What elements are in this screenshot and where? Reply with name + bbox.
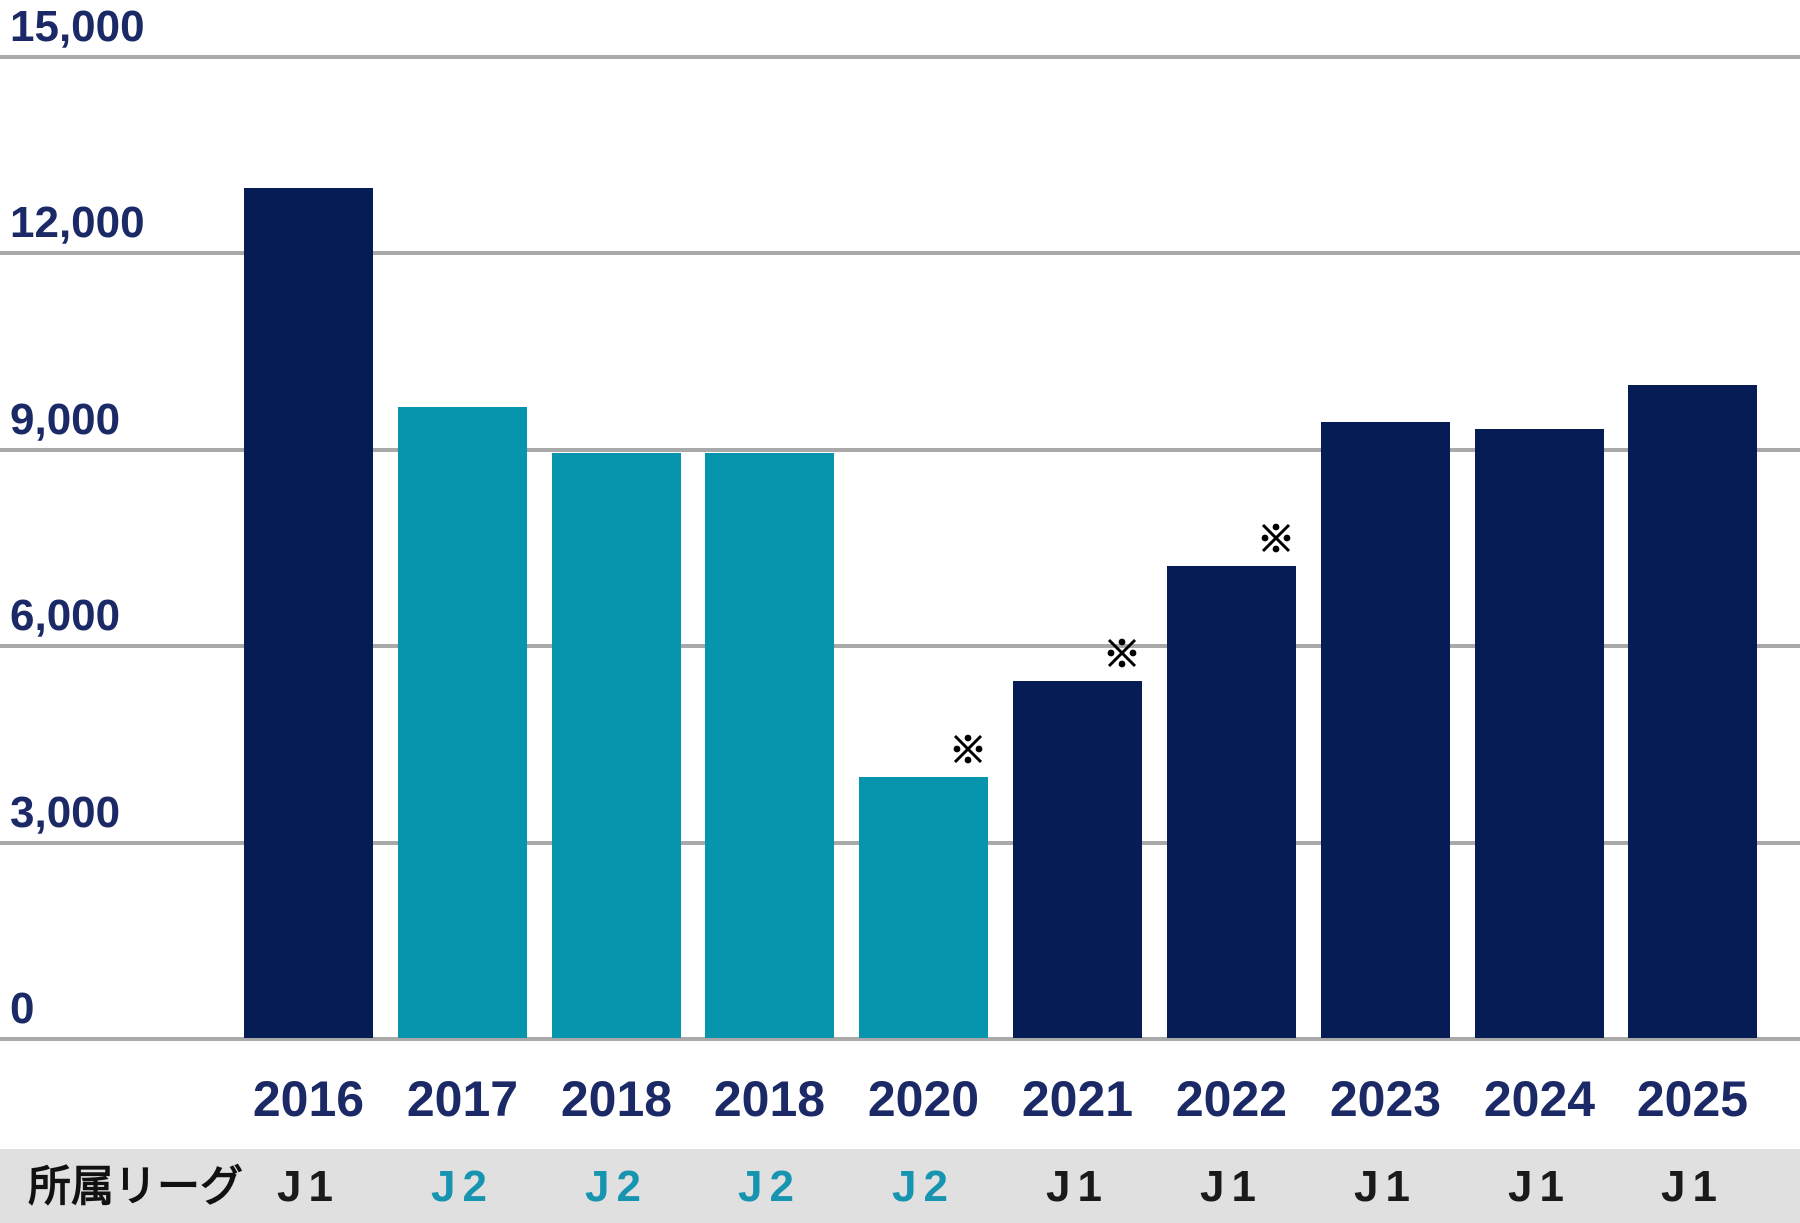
x-axis-label: 2017 (406, 1071, 519, 1127)
x-axis-label: 2020 (867, 1071, 980, 1127)
gridline-15000 (0, 55, 1800, 59)
league-value: J2 (738, 1162, 801, 1211)
reference-mark-icon (1107, 638, 1137, 668)
x-axis-label: 2018 (713, 1071, 826, 1127)
x-axis-label: 2025 (1636, 1071, 1749, 1127)
x-axis-label: 2022 (1175, 1071, 1288, 1127)
y-axis-tick: 3,000 (10, 788, 121, 837)
x-axis-label: 2023 (1329, 1071, 1442, 1127)
league-band-label: 所属リーグ (28, 1163, 243, 1211)
league-value: J2 (431, 1162, 494, 1211)
x-axis-label: 2018 (560, 1071, 673, 1127)
bar (1167, 566, 1296, 1038)
reference-mark-icon (953, 734, 983, 764)
bar (1475, 429, 1604, 1038)
y-axis-tick: 6,000 (10, 591, 121, 640)
gridline-9000 (0, 448, 1800, 452)
league-value: J1 (1354, 1162, 1417, 1211)
league-value: J1 (1046, 1162, 1109, 1211)
gridline-0 (0, 1037, 1800, 1041)
league-value: J2 (585, 1162, 648, 1211)
league-value: J2 (892, 1162, 955, 1211)
league-value: J1 (1661, 1162, 1724, 1211)
league-value: J1 (1508, 1162, 1571, 1211)
x-axis-label: 2024 (1483, 1071, 1596, 1127)
y-axis-tick: 9,000 (10, 395, 121, 444)
bar-slot: 2025 J1 (1628, 0, 1757, 1223)
bar-slot: 2016 J1 (244, 0, 373, 1223)
bar-slot: 2023 J1 (1321, 0, 1450, 1223)
y-axis-tick: 15,000 (10, 2, 145, 51)
bar-slot: 2018 J2 (705, 0, 834, 1223)
y-axis-tick: 0 (10, 984, 35, 1033)
bar-slot: 2022 J1 (1167, 0, 1296, 1223)
league-value: J1 (277, 1162, 340, 1211)
x-axis-label: 2021 (1021, 1071, 1134, 1127)
y-axis-tick: 12,000 (10, 198, 145, 247)
gridline-12000 (0, 251, 1800, 255)
reference-mark-icon (1261, 523, 1291, 553)
bar (398, 407, 527, 1038)
bar-slot: 2021 J1 (1013, 0, 1142, 1223)
bar-slot: 2024 J1 (1475, 0, 1604, 1223)
league-value: J1 (1200, 1162, 1263, 1211)
bar-slot: 2020 J2 (859, 0, 988, 1223)
gridline-6000 (0, 644, 1800, 648)
bar (1321, 422, 1450, 1038)
x-axis-label: 2016 (252, 1071, 365, 1127)
bar-slot: 2018 J2 (552, 0, 681, 1223)
bar (705, 453, 834, 1038)
bar (859, 777, 988, 1038)
bar (244, 188, 373, 1038)
bar (552, 453, 681, 1038)
league-band (0, 1149, 1800, 1223)
bar (1628, 385, 1757, 1038)
bar (1013, 681, 1142, 1038)
bar-slot: 2017 J2 (398, 0, 527, 1223)
